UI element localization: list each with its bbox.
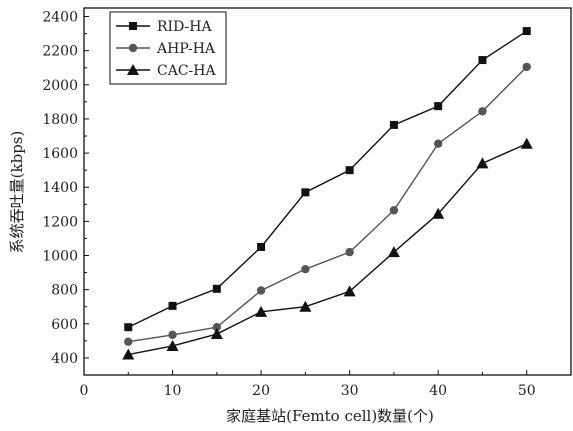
data-point (166, 339, 179, 351)
data-point (520, 137, 533, 149)
series-rid-ha (124, 27, 531, 332)
y-tick-label: 2000 (42, 78, 78, 94)
data-point (255, 305, 268, 317)
x-tick-label: 30 (341, 383, 359, 399)
data-point (256, 286, 266, 295)
y-tick-label: 800 (51, 283, 78, 299)
data-point (212, 323, 222, 332)
data-point (343, 285, 356, 297)
data-point (301, 264, 310, 274)
series-line (128, 66, 528, 343)
legend-label: AHP-HA (156, 41, 216, 57)
y-tick-label: 400 (51, 351, 78, 367)
data-point (257, 242, 266, 251)
data-point (476, 157, 489, 169)
data-point (299, 300, 312, 312)
plot-frame (83, 7, 572, 376)
y-tick-label: 2400 (42, 10, 78, 26)
series-ahp-ha (124, 62, 531, 346)
data-point (210, 328, 223, 340)
data-point (522, 27, 531, 36)
axes: 0 10 20 30 40 50 400 600 800 1000 1200 1400 1600 1800… (42, 7, 572, 399)
data-point (124, 323, 133, 332)
y-tick-label: 2200 (42, 44, 78, 60)
data-point (387, 246, 400, 258)
legend-label: CAC-HA (157, 63, 216, 79)
x-tick-label: 20 (252, 383, 270, 399)
data-point (389, 206, 399, 215)
data-point (345, 166, 354, 175)
legend-marker (129, 22, 137, 30)
legend-marker (128, 43, 138, 53)
y-tick-label: 600 (51, 317, 78, 333)
y-tick-label: 1600 (42, 146, 78, 162)
data-point (124, 337, 133, 346)
legend: RID-HA AHP-HA CAC-HA (109, 11, 227, 85)
data-point (433, 139, 443, 148)
data-point (168, 301, 177, 310)
data-point (478, 107, 487, 116)
legend-label: RID-HA (157, 19, 212, 35)
y-tick-label: 1000 (42, 249, 78, 265)
y-tick-label: 1800 (42, 112, 78, 128)
data-point (522, 62, 531, 72)
data-point (434, 102, 443, 111)
legend-marker (127, 64, 139, 75)
series-line (127, 30, 528, 328)
series-group (122, 27, 533, 360)
data-point (478, 56, 487, 65)
data-point (168, 330, 177, 340)
x-tick-label: 40 (429, 383, 447, 399)
data-point (122, 348, 135, 360)
y-axis-label: 系统吞吐量(kbps) (8, 131, 26, 254)
series-line (128, 143, 528, 356)
data-point (301, 188, 310, 197)
data-point (432, 207, 445, 219)
y-tick-label: 1200 (42, 214, 78, 230)
data-point (212, 284, 221, 293)
x-tick-label: 50 (518, 383, 536, 399)
x-tick-label: 10 (164, 383, 182, 399)
data-point (345, 247, 354, 257)
data-point (389, 120, 398, 129)
x-axis-label: 家庭基站(Femto cell)数量(个) (226, 407, 434, 425)
y-tick-label: 1400 (42, 180, 78, 196)
series-cac-ha (122, 137, 533, 360)
x-tick-label: 0 (80, 383, 89, 399)
